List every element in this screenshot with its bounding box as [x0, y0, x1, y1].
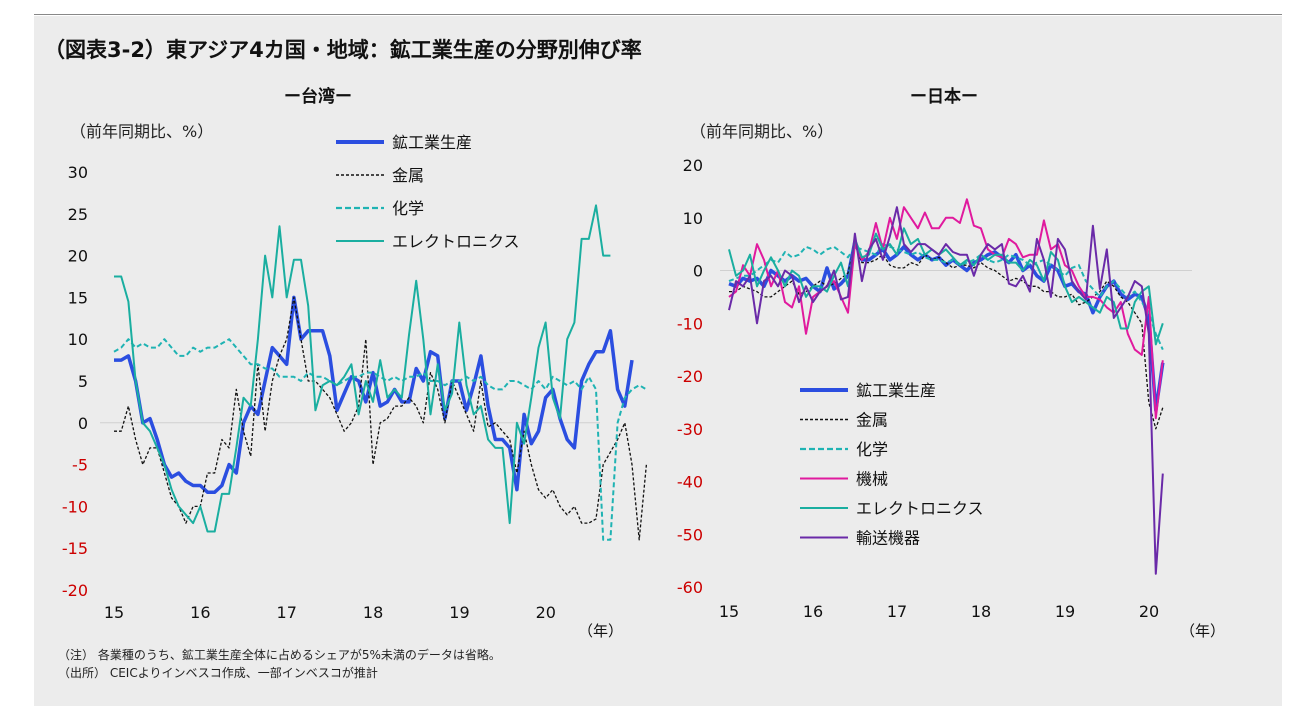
y-tick-label: 15	[68, 288, 88, 307]
note-line: （注） 各業種のうち、鉱工業生産全体に占めるシェアが5%未満のデータは省略。	[58, 648, 501, 662]
x-tick-label: 15	[104, 603, 124, 622]
series-line-electronics	[728, 227, 1164, 346]
series-line-electronics	[114, 204, 611, 533]
series-line-chemicals	[113, 338, 647, 541]
series-line-transport	[728, 206, 1164, 575]
y-tick-label: -60	[677, 578, 703, 597]
y-tick-label: 0	[693, 262, 703, 281]
series-line-metals	[114, 296, 648, 541]
series-line-industrial	[114, 295, 634, 494]
y-tick-label: -40	[677, 473, 703, 492]
legend-label-industrial: 鉱工業生産	[856, 381, 936, 400]
figure-background	[34, 16, 1282, 706]
x-axis-unit: （年）	[1180, 622, 1225, 640]
x-tick-label: 19	[1055, 602, 1075, 621]
y-tick-label: 30	[68, 163, 88, 182]
chart-title: ー日本ー	[910, 86, 978, 107]
y-tick-label: 10	[683, 209, 703, 228]
legend-label-metals: 金属	[856, 411, 888, 430]
legend-label-metals: 金属	[392, 166, 424, 185]
series-line-metals	[729, 243, 1164, 430]
y-tick-label: 5	[78, 372, 88, 391]
y-tick-label: 25	[68, 205, 88, 224]
y-tick-label: -20	[62, 581, 88, 600]
x-tick-label: 20	[1139, 602, 1159, 621]
source-line: （出所） CEICよりインベスコ作成、一部インベスコが推計	[58, 666, 378, 680]
y-tick-label: -10	[62, 497, 88, 516]
y-tick-label: 0	[78, 414, 88, 433]
y-tick-label: 10	[68, 330, 88, 349]
legend-label-chemicals: 化学	[392, 199, 424, 218]
x-axis-unit: （年）	[578, 622, 623, 640]
y-tick-label: -10	[677, 314, 703, 333]
chart-title: ー台湾ー	[284, 86, 352, 107]
legend-label-transport: 輸送機器	[856, 529, 920, 548]
y-tick-label: -30	[677, 420, 703, 439]
series-line-machinery	[728, 198, 1164, 420]
legend-label-machinery: 機械	[856, 470, 888, 489]
legend-label-electronics: エレクトロニクス	[856, 499, 984, 518]
x-tick-label: 20	[536, 603, 556, 622]
chart-taiwan: ー台湾ー （前年同期比、%） 30 25 20 15 10 5 0 -5 -10 -15 -20 15 16…	[62, 86, 648, 640]
x-tick-label: 15	[719, 602, 739, 621]
x-tick-label: 17	[887, 602, 907, 621]
series-line-chemicals	[728, 243, 1164, 351]
y-tick-label: -5	[72, 456, 88, 475]
y-tick-label: -50	[677, 525, 703, 544]
y-axis-label: （前年同期比、%）	[690, 122, 833, 141]
chart-japan: ー日本ー （前年同期比、%） 20 10 0 -10 -20 -30 -40 -50 -60 15 16…	[677, 86, 1225, 640]
legend-label-electronics: エレクトロニクス	[392, 232, 520, 251]
legend-label-industrial: 鉱工業生産	[392, 133, 472, 152]
x-tick-label: 18	[971, 602, 991, 621]
y-tick-label: -20	[677, 367, 703, 386]
x-tick-label: 17	[277, 603, 297, 622]
top-rule	[34, 14, 1282, 15]
x-tick-label: 18	[363, 603, 383, 622]
figure-title: （図表3-2）東アジア4カ国・地域：鉱工業生産の分野別伸び率	[44, 38, 642, 62]
x-tick-label: 16	[803, 602, 823, 621]
legend-label-chemicals: 化学	[856, 440, 888, 459]
y-tick-label: 20	[68, 247, 88, 266]
y-tick-label: -15	[62, 539, 88, 558]
x-tick-label: 16	[190, 603, 210, 622]
y-axis-label: （前年同期比、%）	[70, 122, 213, 141]
x-tick-label: 19	[449, 603, 469, 622]
footnotes: （注） 各業種のうち、鉱工業生産全体に占めるシェアが5%未満のデータは省略。 （…	[58, 646, 501, 682]
y-tick-label: 20	[683, 156, 703, 175]
